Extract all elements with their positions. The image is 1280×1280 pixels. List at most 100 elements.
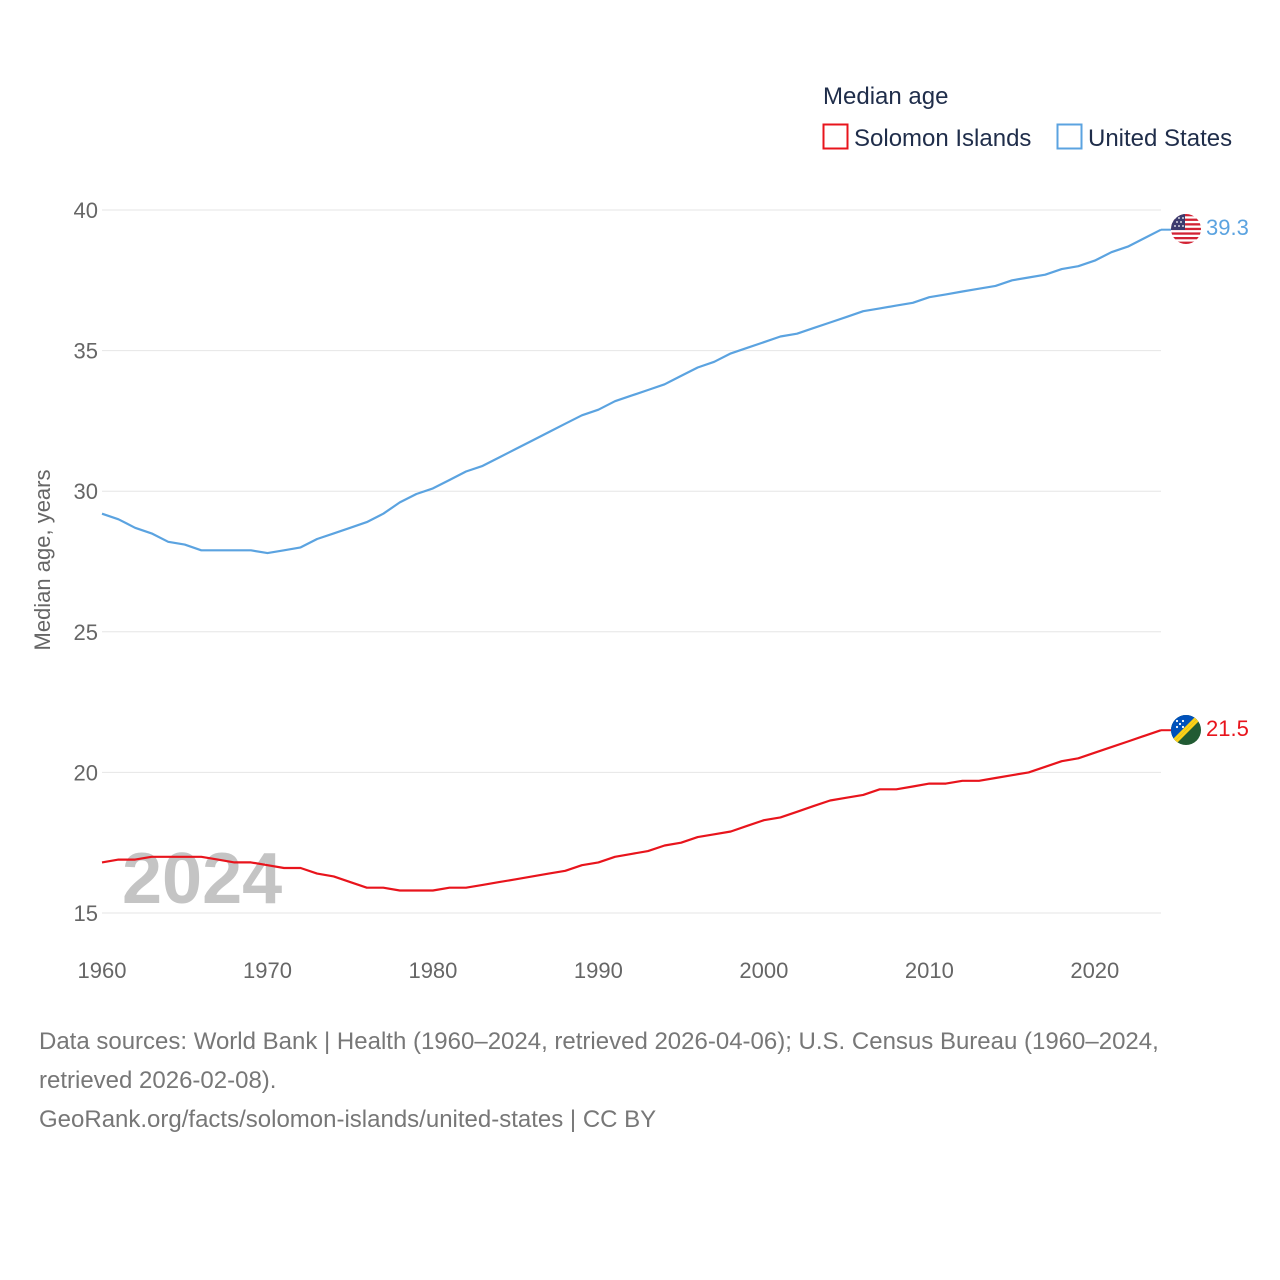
point-united-states-1971[interactable]: [283, 549, 285, 551]
point-solomon-islands-1968[interactable]: [233, 861, 235, 863]
legend-item-united-states[interactable]: United States: [1056, 123, 1233, 153]
point-united-states-1980[interactable]: [432, 487, 434, 489]
point-united-states-1990[interactable]: [597, 409, 599, 411]
point-united-states-2011[interactable]: [945, 293, 947, 295]
point-united-states-1977[interactable]: [382, 513, 384, 515]
point-solomon-islands-2009[interactable]: [912, 785, 914, 787]
line-solomon-islands[interactable]: [101, 729, 1162, 892]
point-united-states-1984[interactable]: [498, 456, 500, 458]
point-solomon-islands-2005[interactable]: [846, 797, 848, 799]
point-solomon-islands-2017[interactable]: [1044, 766, 1046, 768]
point-united-states-2001[interactable]: [779, 335, 781, 337]
point-united-states-1986[interactable]: [531, 439, 533, 441]
point-solomon-islands-1962[interactable]: [134, 858, 136, 860]
point-united-states-1982[interactable]: [465, 470, 467, 472]
point-solomon-islands-2004[interactable]: [829, 799, 831, 801]
point-solomon-islands-1964[interactable]: [167, 856, 169, 858]
point-solomon-islands-2018[interactable]: [1061, 760, 1063, 762]
point-united-states-1961[interactable]: [117, 518, 119, 520]
point-united-states-1973[interactable]: [316, 538, 318, 540]
point-united-states-2003[interactable]: [812, 327, 814, 329]
point-united-states-2023[interactable]: [1143, 237, 1145, 239]
point-united-states-2015[interactable]: [1011, 279, 1013, 281]
point-solomon-islands-1966[interactable]: [200, 856, 202, 858]
point-united-states-2002[interactable]: [796, 333, 798, 335]
point-solomon-islands-1997[interactable]: [713, 833, 715, 835]
point-solomon-islands-2021[interactable]: [1110, 746, 1112, 748]
point-united-states-1992[interactable]: [630, 394, 632, 396]
series-solomon-islands[interactable]: [101, 729, 1171, 892]
point-united-states-1975[interactable]: [349, 527, 351, 529]
attribution-link[interactable]: GeoRank.org/facts/solomon-islands/united…: [39, 1106, 657, 1133]
point-solomon-islands-2001[interactable]: [779, 816, 781, 818]
point-united-states-2022[interactable]: [1127, 245, 1129, 247]
point-solomon-islands-1998[interactable]: [730, 830, 732, 832]
point-solomon-islands-2020[interactable]: [1094, 752, 1096, 754]
point-united-states-2020[interactable]: [1094, 260, 1096, 262]
point-solomon-islands-1961[interactable]: [117, 858, 119, 860]
point-solomon-islands-2024[interactable]: [1160, 729, 1162, 731]
point-solomon-islands-1967[interactable]: [217, 858, 219, 860]
point-united-states-2007[interactable]: [879, 307, 881, 309]
point-solomon-islands-1960[interactable]: [101, 861, 103, 863]
point-solomon-islands-2015[interactable]: [1011, 774, 1013, 776]
point-solomon-islands-2014[interactable]: [994, 777, 996, 779]
point-united-states-1972[interactable]: [299, 546, 301, 548]
point-united-states-2018[interactable]: [1061, 268, 1063, 270]
point-solomon-islands-1979[interactable]: [415, 889, 417, 891]
point-united-states-1983[interactable]: [481, 465, 483, 467]
legend-item-solomon-islands[interactable]: Solomon Islands: [822, 123, 1032, 153]
point-solomon-islands-1980[interactable]: [432, 889, 434, 891]
point-united-states-2014[interactable]: [994, 285, 996, 287]
point-united-states-1987[interactable]: [548, 431, 550, 433]
point-united-states-1994[interactable]: [663, 383, 665, 385]
point-united-states-1968[interactable]: [233, 549, 235, 551]
point-united-states-1989[interactable]: [581, 414, 583, 416]
point-solomon-islands-1994[interactable]: [663, 844, 665, 846]
point-united-states-1981[interactable]: [448, 479, 450, 481]
point-solomon-islands-1999[interactable]: [746, 825, 748, 827]
point-united-states-2006[interactable]: [862, 310, 864, 312]
point-solomon-islands-1993[interactable]: [647, 850, 649, 852]
point-solomon-islands-1963[interactable]: [151, 856, 153, 858]
point-solomon-islands-1988[interactable]: [564, 870, 566, 872]
point-united-states-1969[interactable]: [250, 549, 252, 551]
point-united-states-1995[interactable]: [680, 375, 682, 377]
point-united-states-2021[interactable]: [1110, 251, 1112, 253]
point-solomon-islands-2016[interactable]: [1028, 771, 1030, 773]
point-united-states-1999[interactable]: [746, 347, 748, 349]
point-solomon-islands-1996[interactable]: [697, 836, 699, 838]
point-united-states-1966[interactable]: [200, 549, 202, 551]
point-united-states-1988[interactable]: [564, 423, 566, 425]
point-solomon-islands-2022[interactable]: [1127, 740, 1129, 742]
point-united-states-1996[interactable]: [697, 366, 699, 368]
point-solomon-islands-1986[interactable]: [531, 875, 533, 877]
point-solomon-islands-1983[interactable]: [481, 884, 483, 886]
series-united-states[interactable]: [101, 228, 1171, 555]
point-united-states-2004[interactable]: [829, 321, 831, 323]
point-united-states-1993[interactable]: [647, 389, 649, 391]
point-solomon-islands-1995[interactable]: [680, 842, 682, 844]
point-solomon-islands-1972[interactable]: [299, 867, 301, 869]
point-solomon-islands-1992[interactable]: [630, 853, 632, 855]
point-solomon-islands-1971[interactable]: [283, 867, 285, 869]
point-united-states-2005[interactable]: [846, 316, 848, 318]
point-solomon-islands-1990[interactable]: [597, 861, 599, 863]
point-solomon-islands-2019[interactable]: [1077, 757, 1079, 759]
point-united-states-1967[interactable]: [217, 549, 219, 551]
point-united-states-2017[interactable]: [1044, 274, 1046, 276]
point-solomon-islands-2011[interactable]: [945, 783, 947, 785]
point-solomon-islands-2003[interactable]: [812, 805, 814, 807]
point-solomon-islands-1978[interactable]: [399, 889, 401, 891]
point-solomon-islands-1969[interactable]: [250, 861, 252, 863]
point-united-states-1974[interactable]: [333, 532, 335, 534]
point-solomon-islands-2007[interactable]: [879, 788, 881, 790]
point-united-states-1970[interactable]: [266, 552, 268, 554]
point-solomon-islands-1981[interactable]: [448, 887, 450, 889]
point-united-states-1979[interactable]: [415, 493, 417, 495]
point-united-states-2013[interactable]: [978, 288, 980, 290]
point-united-states-1998[interactable]: [730, 352, 732, 354]
point-united-states-1997[interactable]: [713, 361, 715, 363]
point-solomon-islands-1975[interactable]: [349, 881, 351, 883]
point-solomon-islands-2010[interactable]: [928, 783, 930, 785]
